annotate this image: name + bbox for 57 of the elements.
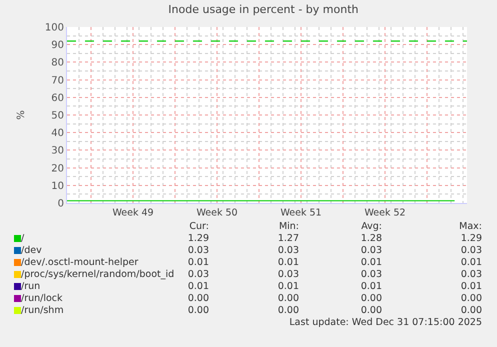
text: 0.00 (186, 305, 209, 316)
text: 0.00 (360, 305, 382, 316)
chart-title: Inode usage in percent - by month (168, 2, 359, 16)
text: 0.01 (360, 281, 382, 292)
text: 0.01 (360, 257, 382, 268)
y-tick-label: 60 (51, 92, 64, 104)
text: 0.01 (460, 257, 482, 268)
text: 0.00 (276, 293, 299, 304)
text: Avg: (360, 221, 382, 232)
legend-label: / (21, 233, 24, 244)
text: 0.03 (186, 245, 209, 256)
x-tick-label: Week 50 (196, 207, 238, 218)
y-tick-label: 40 (51, 128, 64, 140)
text: 1.27 (276, 233, 299, 244)
text: 0.03 (460, 245, 482, 256)
text: 1.29 (186, 233, 209, 244)
legend-label: /run/shm (21, 305, 64, 316)
x-tick-label: Week 51 (280, 207, 322, 218)
text: 0.01 (186, 281, 209, 292)
legend-label: /dev/.osctl-mount-helper (21, 257, 138, 268)
y-tick-label: 50 (51, 110, 64, 122)
text: Min: (278, 221, 299, 232)
text: 0.03 (188, 269, 209, 280)
text: 0.01 (276, 281, 299, 292)
text: 1.29 (460, 233, 482, 244)
y-tick-label: 80 (51, 58, 64, 69)
y-tick-label: 100 (44, 22, 64, 34)
text: 0.00 (186, 293, 209, 304)
text: 0.03 (360, 245, 382, 256)
text: 0.01 (276, 257, 299, 268)
text: 0.03 (460, 269, 482, 280)
legend-label: /run/lock (21, 293, 63, 304)
x-tick-label: Week 52 (364, 207, 406, 218)
text: 0.01 (460, 281, 482, 292)
text: 0.00 (276, 305, 299, 316)
text: 0.00 (460, 293, 482, 304)
text: 0.00 (460, 305, 482, 316)
y-tick-label: 20 (51, 163, 64, 174)
text: 0.03 (360, 269, 382, 280)
x-tick-label: Week 49 (112, 207, 154, 218)
text: 0.00 (360, 293, 382, 304)
text: Last update: Wed Dec 31 07:15:00 2025 (289, 317, 482, 328)
legend-label: /run (21, 281, 40, 292)
y-tick-label: 0 (58, 198, 64, 210)
text: Cur: (188, 221, 209, 232)
y-tick-label: 30 (51, 146, 64, 157)
text: Max: (458, 221, 482, 232)
text: 0.03 (276, 269, 299, 280)
y-tick-label: 90 (51, 40, 64, 52)
legend-label: /dev (21, 245, 42, 256)
legend-label: /proc/sys/kernel/random/boot_id (21, 269, 174, 280)
text: 0.03 (276, 245, 299, 256)
y-tick-label: 10 (51, 180, 64, 192)
text: 1.28 (360, 233, 382, 244)
text: 0.01 (186, 257, 209, 268)
y-axis-title: % (16, 110, 27, 120)
y-tick-label: 70 (51, 75, 64, 86)
